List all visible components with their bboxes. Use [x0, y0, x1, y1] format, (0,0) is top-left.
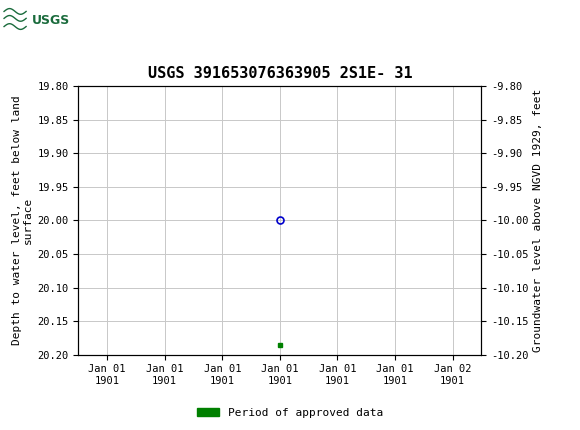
Y-axis label: Groundwater level above NGVD 1929, feet: Groundwater level above NGVD 1929, feet	[533, 89, 543, 352]
Legend: Period of approved data: Period of approved data	[193, 403, 387, 422]
Title: USGS 391653076363905 2S1E- 31: USGS 391653076363905 2S1E- 31	[147, 66, 412, 81]
Text: USGS: USGS	[32, 14, 70, 27]
Y-axis label: Depth to water level, feet below land
surface: Depth to water level, feet below land su…	[12, 95, 33, 345]
FancyBboxPatch shape	[3, 3, 58, 37]
